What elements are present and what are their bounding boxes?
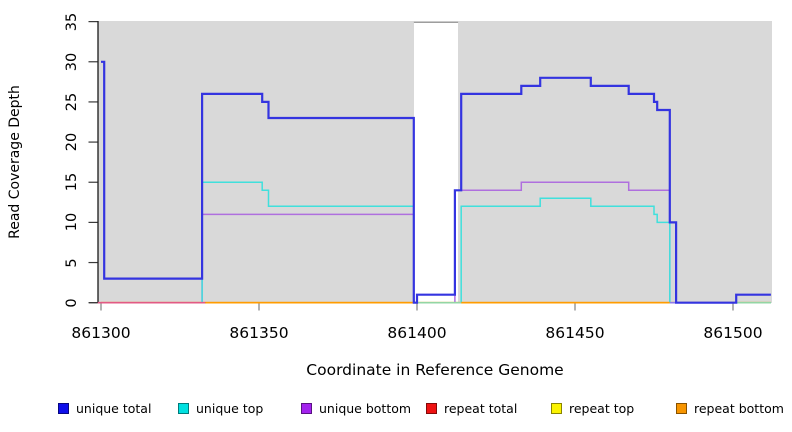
legend-item-unique-total: unique total: [58, 399, 151, 417]
legend-swatch-unique-total: [58, 402, 69, 414]
legend-item-repeat-total: repeat total: [426, 399, 517, 417]
x-tick-label: 861450: [545, 324, 605, 342]
legend-swatch-repeat-bottom: [676, 402, 687, 414]
x-tick-label: 861300: [71, 324, 131, 342]
legend-label: unique total: [76, 400, 152, 416]
legend-label: unique bottom: [319, 400, 412, 416]
y-tick-label: 0: [64, 298, 80, 308]
legend-label: repeat bottom: [694, 400, 784, 416]
y-axis-title: Read Coverage Depth: [7, 85, 23, 239]
legend-swatch-repeat-total: [426, 402, 437, 414]
y-tick-label: 25: [64, 92, 80, 112]
legend-item-repeat-top: repeat top: [551, 399, 634, 417]
y-tick-label: 15: [64, 172, 80, 192]
legend-swatch-unique-bottom: [301, 402, 312, 414]
legend-label: unique top: [196, 400, 264, 416]
x-axis-title: Coordinate in Reference Genome: [306, 361, 564, 379]
x-tick-label: 861350: [229, 324, 289, 342]
legend-item-repeat-bottom: repeat bottom: [676, 399, 784, 417]
legend-item-unique-top: unique top: [178, 399, 263, 417]
x-tick-label: 861500: [703, 324, 763, 342]
legend-label: repeat total: [444, 400, 518, 416]
legend-swatch-unique-top: [178, 402, 189, 414]
y-tick-label: 5: [64, 257, 80, 268]
y-tick-label: 30: [64, 52, 80, 72]
y-tick-label: 10: [64, 213, 80, 232]
legend: unique total unique top unique bottom re…: [0, 399, 792, 421]
legend-item-unique-bottom: unique bottom: [301, 399, 411, 417]
legend-label: repeat top: [569, 400, 635, 416]
y-tick-label: 35: [64, 12, 80, 31]
x-tick-label: 861400: [387, 324, 447, 342]
y-tick-label: 20: [64, 132, 80, 152]
masked-no-data-region: [413, 23, 458, 303]
legend-swatch-repeat-top: [551, 402, 562, 414]
